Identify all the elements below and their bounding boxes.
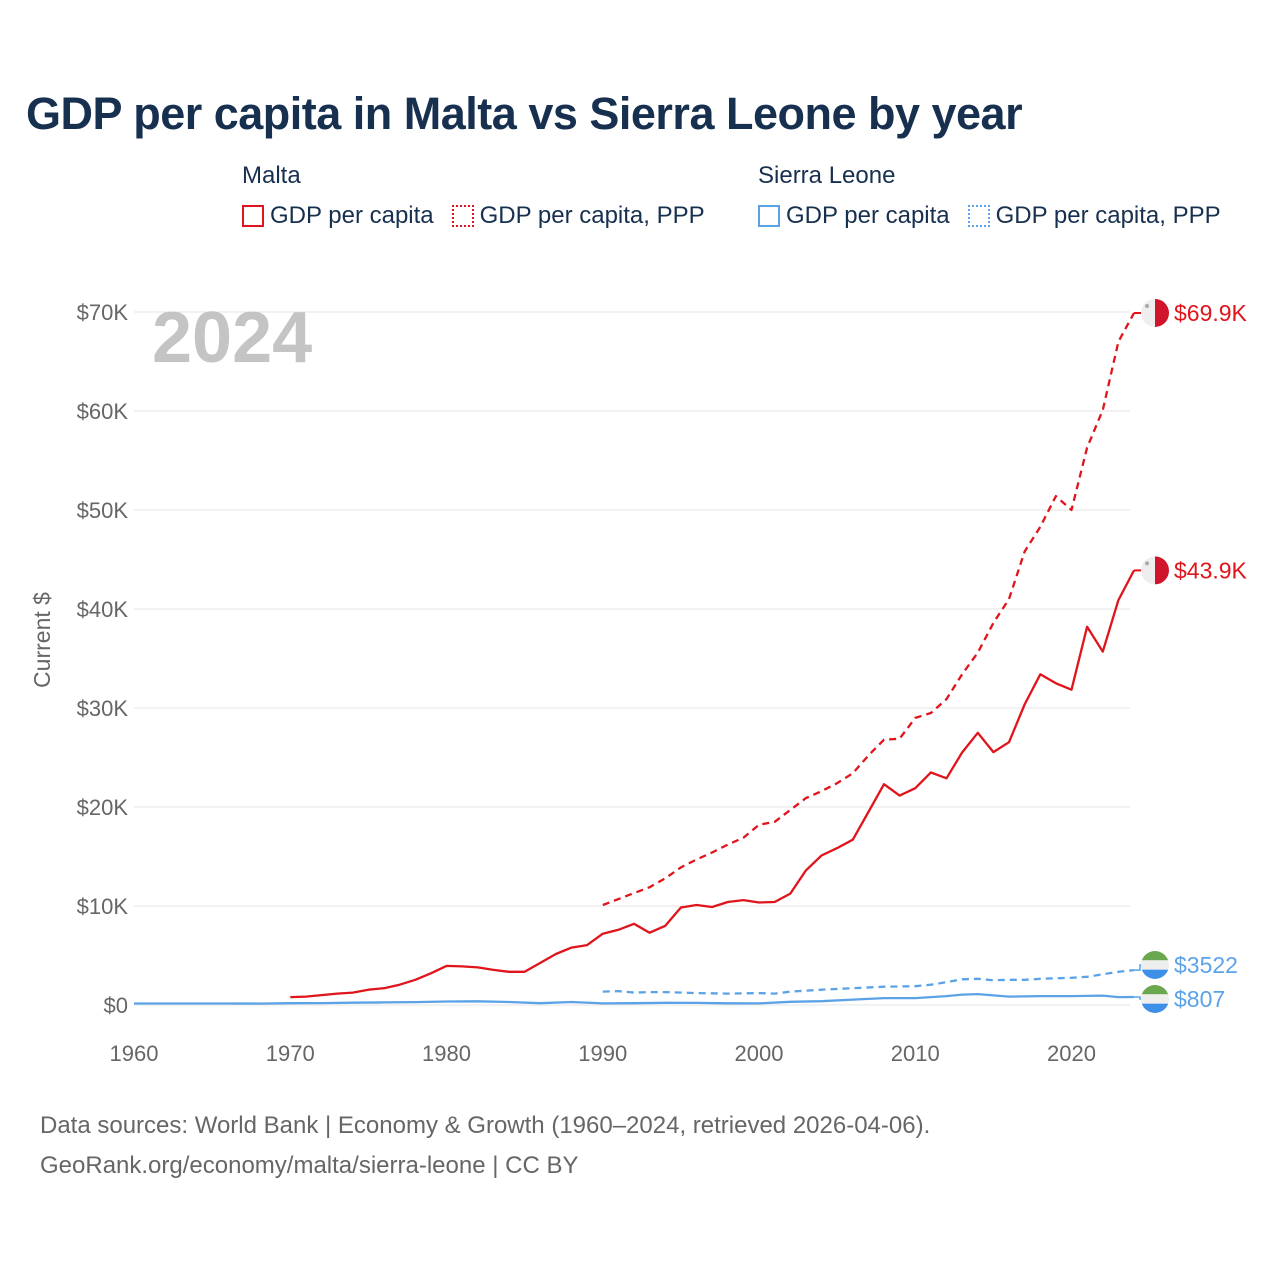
- legend-item-sl-gdp[interactable]: GDP per capita: [758, 202, 950, 230]
- legend-item-malta-gdp[interactable]: GDP per capita: [242, 202, 434, 230]
- end-value-label: $69.9K: [1174, 300, 1248, 326]
- legend-item-malta-gdp-ppp[interactable]: GDP per capita, PPP: [451, 202, 705, 230]
- legend-item-label: GDP per capita: [270, 202, 434, 229]
- sierra-leone-flag-icon: [1141, 951, 1169, 979]
- x-tick-label: 2000: [735, 1041, 784, 1066]
- y-tick-label: $10K: [77, 894, 129, 919]
- y-tick-label: $20K: [77, 795, 129, 820]
- data-source-text: Data sources: World Bank | Economy & Gro…: [40, 1112, 931, 1139]
- y-axis-label: Current $: [29, 592, 55, 688]
- y-tick-label: $50K: [77, 498, 129, 523]
- legend-item-sl-gdp-ppp[interactable]: GDP per capita, PPP: [967, 202, 1221, 230]
- end-value-label: $43.9K: [1174, 557, 1248, 583]
- y-tick-label: $60K: [77, 399, 129, 424]
- legend-swatch-dotted-icon: [967, 205, 990, 227]
- x-tick-label: 1960: [110, 1041, 159, 1066]
- series-line-0[interactable]: [290, 569, 1136, 999]
- chart-title: GDP per capita in Malta vs Sierra Leone …: [26, 88, 1023, 139]
- legend-swatch-dotted-icon: [451, 205, 474, 227]
- y-tick-label: $70K: [77, 300, 129, 325]
- legend-group-label: Malta: [242, 162, 301, 189]
- legend-group-malta: Malta GDP per capita GDP per capita, PPP: [242, 162, 723, 230]
- y-tick-label: $0: [104, 993, 128, 1018]
- series-line-1[interactable]: [602, 312, 1136, 907]
- series-line-2[interactable]: [134, 992, 1135, 1005]
- y-tick-label: $30K: [77, 696, 129, 721]
- end-value-label: $807: [1174, 986, 1225, 1012]
- malta-flag-icon: [1141, 556, 1169, 585]
- series-line-3[interactable]: [602, 968, 1135, 995]
- x-tick-label: 1990: [578, 1041, 627, 1066]
- legend-item-label: GDP per capita, PPP: [995, 202, 1221, 229]
- x-tick-label: 1970: [266, 1041, 315, 1066]
- footer: Data sources: World Bank | Economy & Gro…: [40, 1106, 930, 1186]
- x-tick-label: 1980: [422, 1041, 471, 1066]
- source-url-text[interactable]: GeoRank.org/economy/malta/sierra-leone |…: [40, 1152, 579, 1179]
- end-value-label: $3522: [1174, 952, 1238, 978]
- legend-item-label: GDP per capita, PPP: [479, 202, 705, 229]
- malta-flag-icon: [1141, 298, 1169, 327]
- legend-group-sierra-leone: Sierra Leone GDP per capita GDP per capi…: [758, 162, 1239, 230]
- x-tick-label: 2020: [1047, 1041, 1096, 1066]
- sierra-leone-flag-icon: [1141, 985, 1169, 1013]
- y-tick-label: $40K: [77, 597, 129, 622]
- year-watermark: 2024: [152, 298, 312, 378]
- x-tick-label: 2010: [891, 1041, 940, 1066]
- legend-item-label: GDP per capita: [786, 202, 950, 229]
- legend-group-label: Sierra Leone: [758, 162, 896, 189]
- legend-swatch-solid-icon: [758, 205, 780, 227]
- legend-swatch-solid-icon: [242, 205, 264, 227]
